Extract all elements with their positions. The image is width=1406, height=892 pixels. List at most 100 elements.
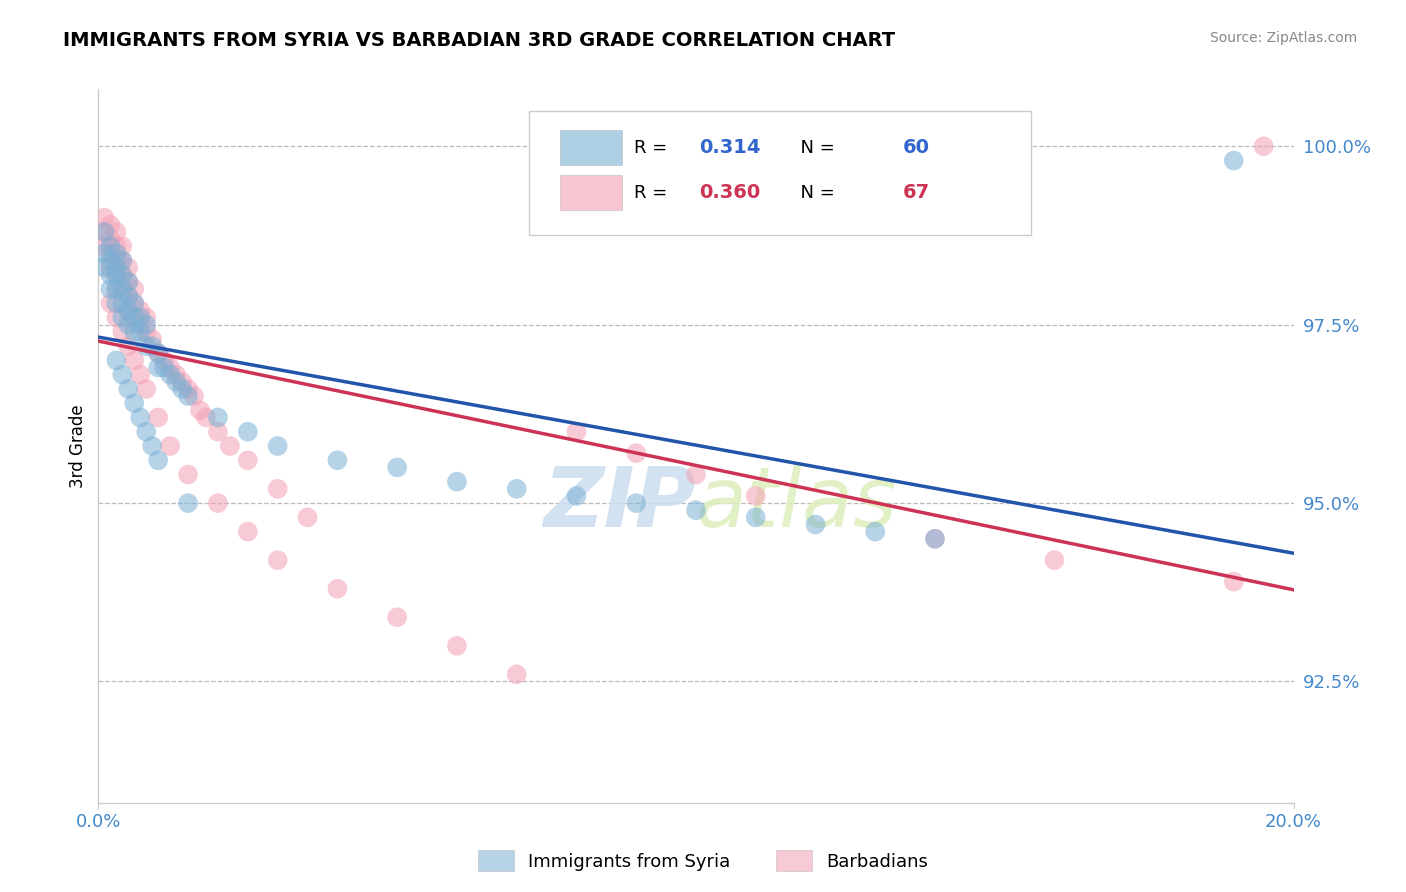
Point — [236, 524, 259, 539]
Point — [98, 282, 122, 296]
Point — [446, 475, 468, 489]
Point — [141, 332, 163, 346]
Point — [1253, 139, 1275, 153]
Point — [117, 318, 139, 332]
Point — [111, 268, 134, 282]
Point — [124, 296, 146, 310]
Point — [177, 382, 200, 396]
Point — [685, 503, 707, 517]
Point — [148, 346, 170, 360]
Point — [117, 260, 139, 275]
Point — [135, 339, 157, 353]
Point — [93, 246, 115, 260]
Point — [117, 382, 139, 396]
Text: N =: N = — [789, 139, 841, 157]
Point — [207, 496, 229, 510]
Point — [135, 425, 157, 439]
Point — [105, 239, 128, 253]
Point — [565, 425, 588, 439]
FancyBboxPatch shape — [560, 175, 621, 211]
Point — [326, 453, 349, 467]
Point — [177, 467, 200, 482]
Point — [924, 532, 946, 546]
Point — [159, 439, 181, 453]
Text: Source: ZipAtlas.com: Source: ZipAtlas.com — [1209, 31, 1357, 45]
Point — [117, 339, 139, 353]
Text: N =: N = — [789, 184, 841, 202]
Point — [111, 325, 134, 339]
Point — [165, 375, 187, 389]
Point — [135, 382, 157, 396]
Point — [135, 310, 157, 325]
Point — [93, 239, 115, 253]
Point — [98, 260, 122, 275]
Point — [124, 296, 146, 310]
Point — [124, 282, 146, 296]
Point — [219, 439, 242, 453]
Point — [135, 325, 157, 339]
Point — [98, 253, 122, 268]
Point — [124, 396, 146, 410]
Point — [105, 253, 128, 268]
Point — [506, 482, 529, 496]
Point — [111, 268, 134, 282]
Point — [93, 225, 115, 239]
Point — [183, 389, 205, 403]
Text: 0.314: 0.314 — [700, 138, 761, 157]
Point — [188, 403, 211, 417]
Point — [98, 218, 122, 232]
Text: ZIP: ZIP — [543, 463, 696, 543]
Point — [172, 382, 194, 396]
Point — [105, 353, 128, 368]
Point — [297, 510, 319, 524]
Point — [1223, 153, 1246, 168]
Text: R =: R = — [634, 184, 673, 202]
Point — [105, 282, 128, 296]
Point — [236, 453, 259, 467]
Point — [153, 360, 176, 375]
Point — [141, 339, 163, 353]
Point — [165, 368, 187, 382]
Point — [1043, 553, 1066, 567]
Point — [98, 268, 122, 282]
Point — [1223, 574, 1246, 589]
Point — [105, 268, 128, 282]
Point — [626, 496, 648, 510]
Point — [626, 446, 648, 460]
Point — [105, 225, 128, 239]
Point — [129, 318, 152, 332]
Point — [111, 282, 134, 296]
Point — [98, 232, 122, 246]
Point — [117, 289, 139, 303]
Y-axis label: 3rd Grade: 3rd Grade — [69, 404, 87, 488]
Point — [267, 482, 290, 496]
Text: R =: R = — [634, 139, 673, 157]
Point — [141, 439, 163, 453]
Point — [865, 524, 887, 539]
Point — [111, 310, 134, 325]
FancyBboxPatch shape — [560, 130, 621, 165]
Point — [153, 353, 176, 368]
FancyBboxPatch shape — [529, 111, 1031, 235]
Point — [172, 375, 194, 389]
Legend: Immigrants from Syria, Barbadians: Immigrants from Syria, Barbadians — [471, 843, 935, 879]
Point — [148, 453, 170, 467]
Point — [105, 310, 128, 325]
Point — [159, 360, 181, 375]
Point — [129, 303, 152, 318]
Text: IMMIGRANTS FROM SYRIA VS BARBADIAN 3RD GRADE CORRELATION CHART: IMMIGRANTS FROM SYRIA VS BARBADIAN 3RD G… — [63, 31, 896, 50]
Point — [177, 496, 200, 510]
Point — [105, 296, 128, 310]
Point — [745, 489, 768, 503]
Point — [93, 211, 115, 225]
Point — [129, 410, 152, 425]
Point — [105, 246, 128, 260]
Point — [924, 532, 946, 546]
Point — [506, 667, 529, 681]
Point — [124, 353, 146, 368]
Point — [129, 368, 152, 382]
Point — [124, 325, 146, 339]
Point — [385, 610, 409, 624]
Point — [385, 460, 409, 475]
Point — [117, 289, 139, 303]
